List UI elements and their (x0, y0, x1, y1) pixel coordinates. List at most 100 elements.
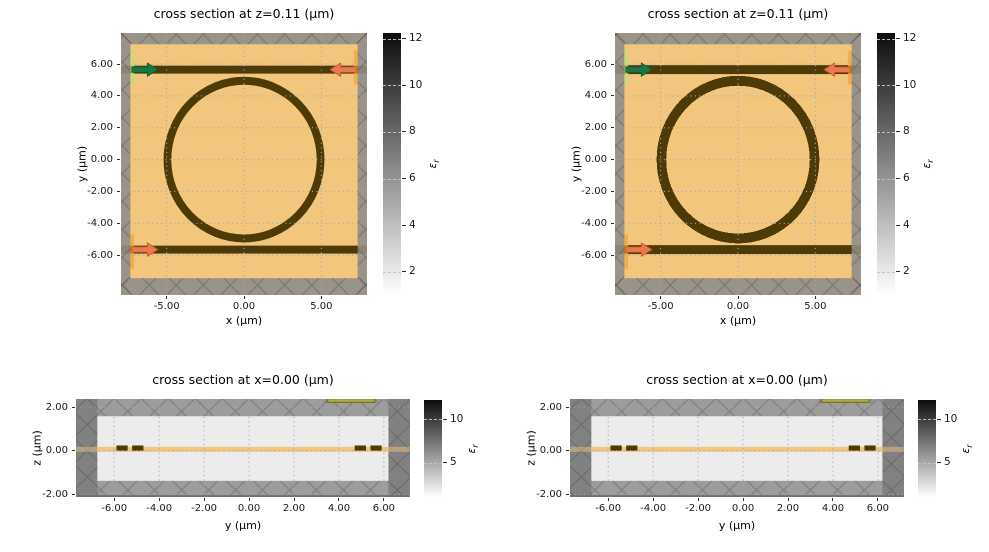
x-tick-mark (814, 296, 816, 299)
x-tick-label: -5.00 (647, 301, 674, 312)
colorbar-label: εr (466, 444, 480, 453)
colorbar-tick-mark (443, 418, 447, 420)
y-tick-label: 0.00 (584, 154, 607, 166)
colorbar-gridline (877, 85, 895, 87)
y-tick-label: -2.00 (536, 488, 562, 500)
colorbar-tick-label: 10 (944, 412, 958, 425)
y-tick-mark (117, 254, 120, 256)
colorbar-gridline (877, 225, 895, 227)
y-tick-label: -4.00 (87, 217, 113, 229)
x-tick-label: 4.00 (821, 503, 845, 514)
x-tick-label: -2.00 (685, 503, 712, 514)
x-tick-mark (787, 498, 789, 501)
y-tick-mark (611, 222, 614, 224)
y-tick-mark (117, 159, 120, 161)
colorbar-gridline (877, 38, 895, 40)
colorbar-gridline (877, 131, 895, 133)
colorbar-tick-mark (896, 38, 900, 40)
x-tick-label: 5.00 (804, 301, 827, 312)
colorbar-tick-label: 6 (409, 172, 416, 185)
thin-film-layer (591, 446, 883, 452)
colorbar-tick-label: 12 (903, 32, 917, 45)
x-tick-mark (203, 498, 205, 501)
permittivity-heatmap (615, 33, 861, 295)
x-tick-mark (293, 498, 295, 501)
waveguide-cross-section (626, 445, 638, 451)
y-tick-mark (566, 493, 569, 495)
colorbar-tick-mark (937, 462, 941, 463)
colorbar-tick-label: 5 (450, 456, 457, 468)
monitor-direction-arrow (131, 242, 159, 258)
colorbar-gridline (918, 462, 936, 464)
waveguide-cross-section (610, 445, 622, 451)
y-tick-label: -6.00 (581, 249, 607, 261)
y-tick-mark (117, 127, 120, 129)
x-tick-label: -6.00 (101, 503, 128, 514)
mode-monitor-plane (821, 399, 870, 403)
y-tick-label: 0.00 (45, 445, 68, 457)
monitor-direction-arrow (329, 62, 357, 78)
colorbar-gridline (383, 131, 401, 133)
waveguide-cross-section (848, 445, 860, 451)
monitor-direction-arrow (625, 242, 653, 258)
bus-waveguide (615, 245, 861, 255)
x-tick-mark (248, 498, 250, 501)
colorbar-tick-mark (402, 224, 406, 226)
y-tick-mark (72, 406, 75, 408)
y-tick-label: 2.00 (584, 122, 607, 134)
thin-film-layer (97, 446, 389, 452)
x-tick-mark (697, 498, 699, 501)
colorbar (918, 400, 936, 497)
x-tick-label: -4.00 (640, 503, 667, 514)
y-tick-label: -6.00 (87, 249, 113, 261)
x-axis-label: y (μm) (224, 519, 262, 532)
permittivity-heatmap (121, 33, 367, 295)
x-tick-mark (243, 296, 245, 299)
x-tick-mark (166, 296, 168, 299)
x-tick-label: 5.00 (310, 301, 333, 312)
plot-title: cross section at x=0.00 (μm) (646, 372, 828, 387)
colorbar-tick-label: 10 (409, 78, 423, 91)
monitor-direction-arrow (823, 62, 851, 78)
colorbar-gridline (383, 85, 401, 87)
colorbar-tick-label: 8 (409, 125, 416, 138)
x-axis-label: y (μm) (718, 519, 756, 532)
y-tick-label: -4.00 (581, 217, 607, 229)
epsilon-symbol: ε (465, 447, 478, 453)
y-tick-mark (566, 406, 569, 408)
x-tick-mark (320, 296, 322, 299)
colorbar-tick-label: 5 (944, 456, 951, 468)
y-tick-label: 2.00 (90, 122, 113, 134)
colorbar-tick-label: 4 (903, 218, 910, 231)
y-tick-mark (117, 63, 120, 65)
y-tick-label: -2.00 (42, 488, 68, 500)
colorbar-tick-mark (402, 84, 406, 86)
y-tick-label: 4.00 (584, 90, 607, 102)
y-tick-label: -2.00 (581, 185, 607, 197)
x-tick-label: -2.00 (191, 503, 218, 514)
y-tick-mark (117, 222, 120, 224)
colorbar-tick-label: 12 (409, 32, 423, 45)
x-tick-label: 2.00 (776, 503, 800, 514)
x-tick-mark (607, 498, 609, 501)
y-tick-label: 0.00 (90, 154, 113, 166)
x-tick-label: -4.00 (146, 503, 173, 514)
plot-title: cross section at z=0.11 (μm) (153, 6, 335, 21)
x-tick-label: 4.00 (327, 503, 351, 514)
y-tick-mark (72, 450, 75, 452)
colorbar-tick-mark (896, 178, 900, 180)
y-tick-label: 0.00 (539, 445, 562, 457)
x-tick-label: -6.00 (595, 503, 622, 514)
waveguide-cross-section (132, 445, 144, 451)
y-tick-label: 2.00 (539, 401, 562, 413)
source-direction-arrow (625, 62, 653, 78)
colorbar-tick-mark (402, 178, 406, 180)
epsilon-subscript: r (471, 444, 481, 448)
permittivity-heatmap (570, 399, 904, 497)
y-tick-label: 6.00 (90, 58, 113, 70)
x-tick-mark (158, 498, 160, 501)
ring-resonator (656, 75, 820, 244)
colorbar-label: εr (921, 160, 935, 169)
x-tick-mark (383, 498, 385, 501)
